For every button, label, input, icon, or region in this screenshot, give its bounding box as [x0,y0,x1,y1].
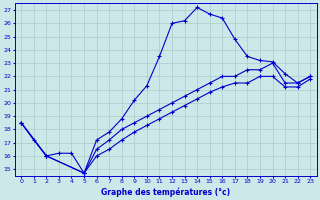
X-axis label: Graphe des températures (°c): Graphe des températures (°c) [101,187,230,197]
